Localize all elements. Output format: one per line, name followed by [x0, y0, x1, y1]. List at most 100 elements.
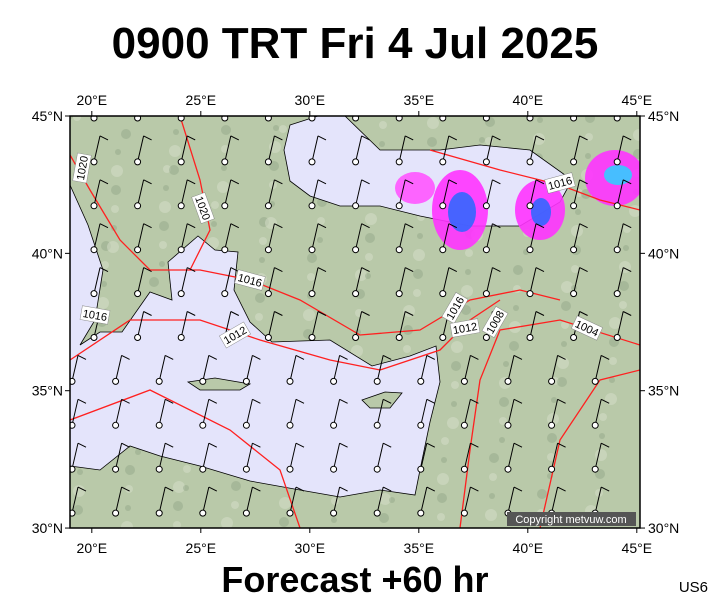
- relief: [73, 485, 85, 497]
- station: [417, 377, 425, 385]
- wind-feather: [448, 179, 458, 185]
- wind-feather: [164, 354, 174, 360]
- relief: [173, 129, 179, 135]
- wind-barb: [180, 311, 188, 338]
- station: [308, 202, 316, 210]
- relief: [509, 341, 519, 351]
- relief: [575, 209, 581, 215]
- wind-barb: [267, 267, 275, 294]
- station: [90, 202, 98, 210]
- relief: [183, 465, 191, 473]
- wind-feather: [535, 311, 545, 316]
- relief: [169, 165, 179, 175]
- relief: [403, 305, 415, 317]
- relief: [111, 185, 121, 195]
- wind-feather: [164, 442, 174, 448]
- wind-barb: [267, 311, 275, 338]
- isobar: [539, 369, 640, 528]
- wind-barb: [137, 223, 145, 250]
- station: [373, 421, 381, 429]
- wind-barb: [463, 443, 471, 470]
- relief: [561, 281, 573, 293]
- wind-feather: [448, 223, 458, 229]
- station: [286, 465, 294, 473]
- station: [352, 116, 360, 122]
- station: [439, 158, 447, 166]
- wind-barb: [245, 486, 253, 514]
- isobar-label-text: 1016: [82, 308, 108, 324]
- relief: [561, 321, 569, 329]
- lat-label-left: 30°N: [32, 520, 63, 536]
- lat-label-right: 40°N: [648, 245, 679, 261]
- station: [373, 465, 381, 473]
- wind-barb: [355, 223, 363, 250]
- station: [482, 202, 490, 210]
- wind-barb: [158, 443, 166, 470]
- map-area: [70, 116, 640, 528]
- wind-barb: [594, 486, 602, 514]
- wind-feather: [579, 223, 588, 229]
- lat-label-right: 30°N: [648, 520, 679, 536]
- wind-feather: [622, 267, 632, 273]
- wind-barb: [245, 355, 253, 382]
- wind-barb: [420, 486, 428, 514]
- wind-barb: [376, 486, 384, 514]
- station: [373, 377, 381, 385]
- wind-barb: [529, 179, 537, 206]
- wind-barb: [398, 179, 406, 206]
- wind-feather: [361, 311, 370, 316]
- relief: [331, 517, 337, 523]
- station: [155, 509, 163, 517]
- lon-label-bottom: 40°E: [513, 540, 544, 556]
- relief: [403, 325, 413, 335]
- wind-barb: [137, 116, 139, 119]
- station: [155, 465, 163, 473]
- wind-barb: [507, 443, 515, 470]
- relief: [413, 269, 423, 279]
- wind-barb: [463, 399, 471, 426]
- wind-barb: [71, 355, 79, 382]
- station: [221, 246, 229, 254]
- relief: [489, 473, 497, 481]
- wind-feather: [208, 398, 218, 404]
- station: [264, 290, 272, 298]
- wind-barb: [594, 443, 602, 470]
- lon-label-top: 30°E: [295, 92, 326, 108]
- wind-feather: [295, 354, 305, 360]
- forecast-label: Forecast +60 hr: [221, 559, 488, 600]
- wind-feather: [208, 442, 218, 448]
- wind-feather: [186, 267, 196, 273]
- wind-feather: [230, 135, 240, 141]
- wind-feather: [230, 179, 240, 185]
- station: [90, 116, 98, 122]
- wind-barb: [529, 135, 537, 163]
- relief: [169, 145, 181, 157]
- relief: [159, 261, 165, 267]
- wind-barb: [115, 486, 123, 514]
- lat-label-right: 35°N: [648, 383, 679, 399]
- wind-feather: [77, 398, 87, 404]
- wind-feather: [143, 267, 152, 273]
- wind-feather: [600, 486, 610, 492]
- wind-feather: [361, 267, 370, 273]
- relief: [149, 277, 159, 287]
- relief: [125, 505, 131, 511]
- wind-feather: [382, 398, 392, 404]
- isobar-label-bg: [449, 318, 481, 338]
- wind-feather: [404, 179, 414, 185]
- station: [242, 465, 250, 473]
- relief: [77, 469, 83, 475]
- wind-barb: [202, 486, 210, 514]
- wind-barb: [137, 135, 145, 163]
- station: [177, 290, 185, 298]
- relief: [599, 433, 605, 439]
- relief: [163, 185, 169, 191]
- wind-barb: [442, 179, 450, 206]
- station: [395, 116, 403, 122]
- station: [526, 158, 534, 166]
- wind-barb: [224, 116, 226, 119]
- station: [439, 246, 447, 254]
- precipitation: [448, 192, 476, 232]
- wind-barb: [355, 267, 363, 294]
- station: [526, 246, 534, 254]
